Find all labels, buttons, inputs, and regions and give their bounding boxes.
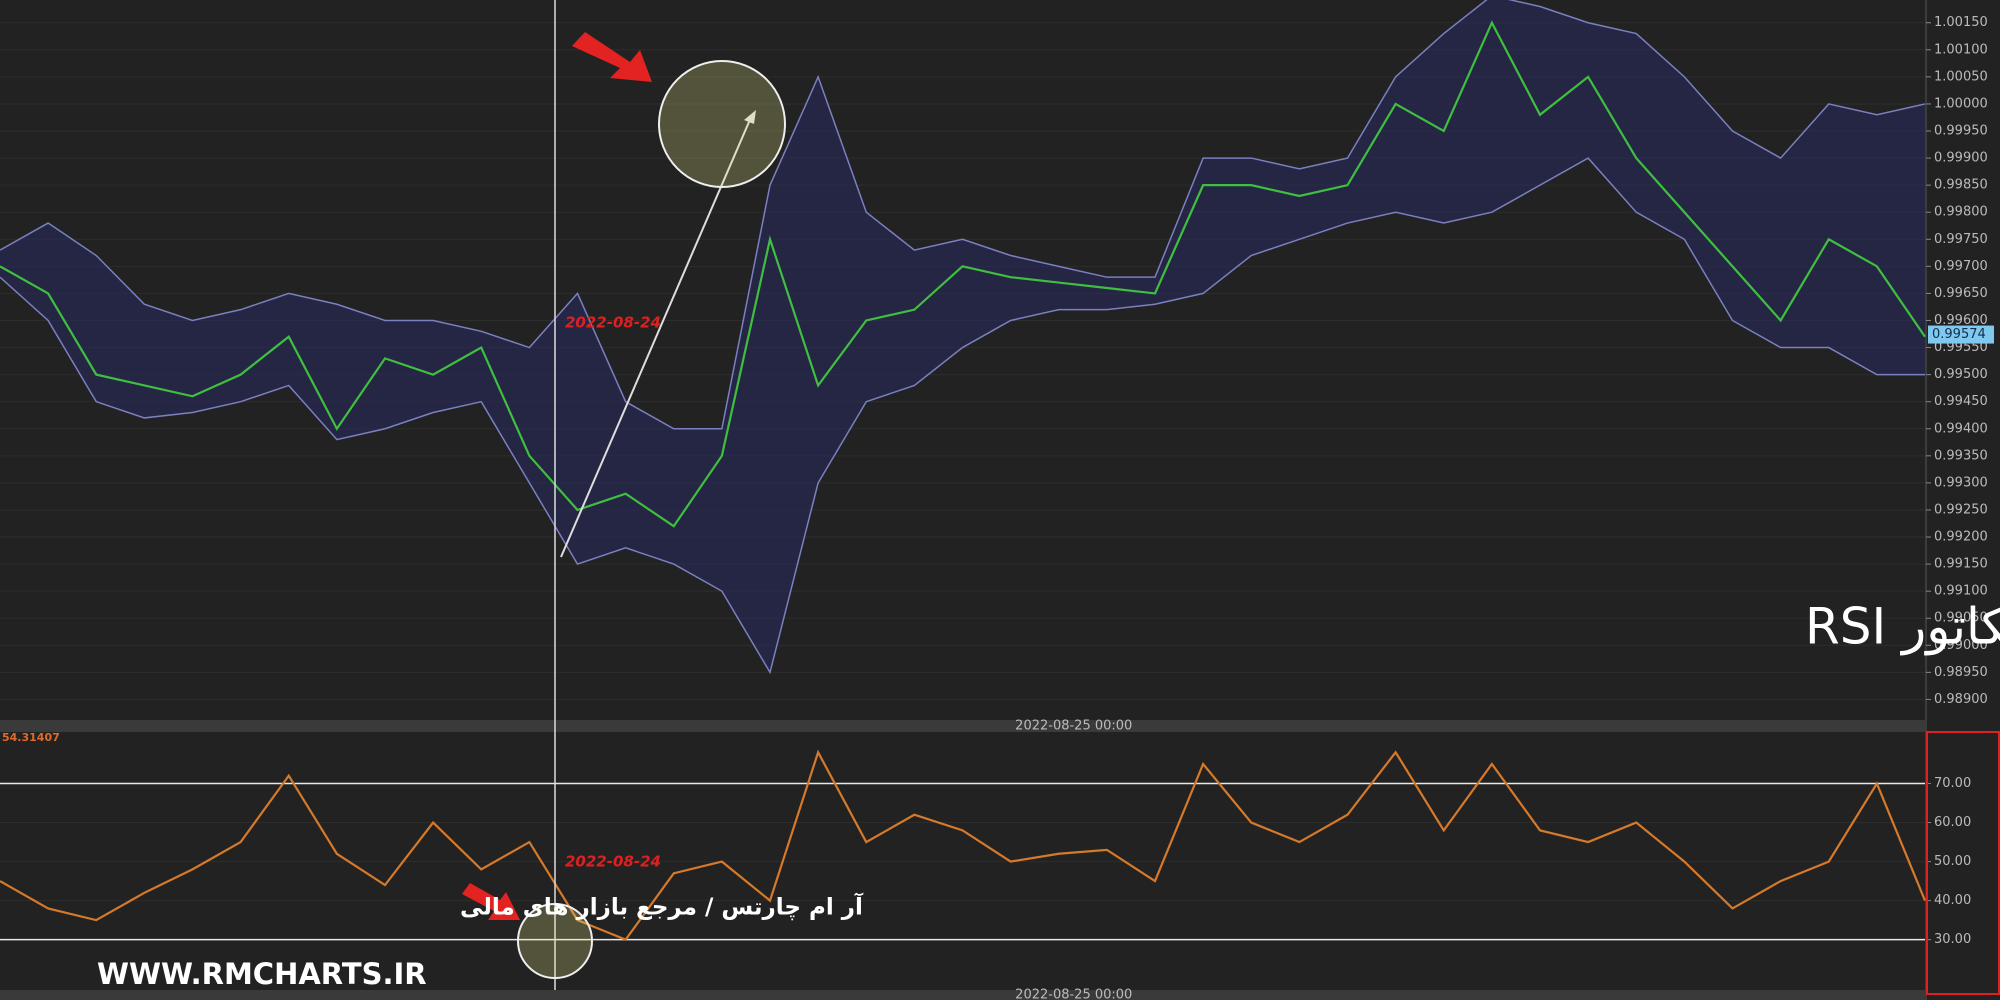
y-tick-label: 0.99250 (1934, 502, 1988, 517)
series-line (0, 0, 1926, 430)
y-tick-label: 0.99150 (1934, 557, 1988, 572)
indicator-value: 54.31407 (2, 731, 60, 744)
y-tick-label: 40.00 (1934, 893, 1971, 908)
last-price-box (1928, 325, 1994, 344)
y-tick-label: 0.99350 (1934, 448, 1988, 463)
red-arrow (572, 32, 652, 82)
highlight-circle (658, 60, 786, 188)
y-tick-label: 0.99650 (1934, 286, 1988, 301)
y-tick-label: 0.99300 (1934, 475, 1988, 490)
y-tick-label: 0.99700 (1934, 259, 1988, 274)
y-tick-label: 0.99850 (1934, 178, 1988, 193)
y-tick-label: 0.99500 (1934, 367, 1988, 382)
watermark: آر ام چارتس / مرجع بازار های مالی (460, 892, 864, 921)
separator (0, 720, 1925, 732)
red-arrow (462, 883, 520, 920)
y-tick-label: 0.99900 (1934, 151, 1988, 166)
annotation: 2022-08-24 (565, 853, 661, 871)
y-tick-label: 0.98950 (1934, 665, 1988, 680)
last-price-label: 0.99574 (1932, 327, 1986, 342)
y-tick-label: 0.99200 (1934, 530, 1988, 545)
y-tick-label: 0.99450 (1934, 394, 1988, 409)
y-tick-label: 1.00150 (1934, 15, 1988, 30)
y-tick-label: 1.00000 (1934, 96, 1988, 111)
series-line (0, 749, 1927, 941)
y-tick-label: 1.00050 (1934, 69, 1988, 84)
annotation: 2022-08-24 (565, 314, 661, 332)
y-tick-label: 0.99750 (1934, 232, 1988, 247)
y-tick-label: 0.98900 (1934, 692, 1988, 707)
y-tick-label: 0.99550 (1934, 340, 1988, 355)
y-tick-label: 0.99100 (1934, 584, 1988, 599)
y-tick-label: 0.99400 (1934, 421, 1988, 436)
y-tick-label: 70.00 (1934, 776, 1971, 791)
arrow-head (744, 110, 756, 124)
x-tick-label: 2022-08-25 00:00 (1015, 988, 1132, 1000)
highlight-box (1926, 731, 2000, 995)
site-url: WWW.RMCHARTS.IR (97, 957, 427, 991)
y-tick-label: 0.99000 (1934, 638, 1988, 653)
y-tick-label: 60.00 (1934, 815, 1971, 830)
y-tick-label: 0.99050 (1934, 611, 1988, 626)
y-tick-label: 50.00 (1934, 854, 1971, 869)
x-tick-label: 2022-08-25 00:00 (1015, 719, 1132, 734)
y-tick-label: 0.99600 (1934, 313, 1988, 328)
y-tick-label: 30.00 (1934, 932, 1971, 947)
separator (0, 990, 1925, 1000)
y-tick-label: 0.99950 (1934, 124, 1988, 139)
highlight-circle (517, 903, 593, 979)
series-line (0, 20, 1926, 528)
overlay-title: تاکتیک شماره 3: اندیکاتور RSI (1805, 598, 2000, 656)
series-line (0, 157, 1925, 675)
arrow-line (560, 114, 753, 558)
y-tick-label: 1.00100 (1934, 42, 1988, 57)
band-fill (0, 0, 1925, 673)
y-tick-label: 0.99800 (1934, 205, 1988, 220)
